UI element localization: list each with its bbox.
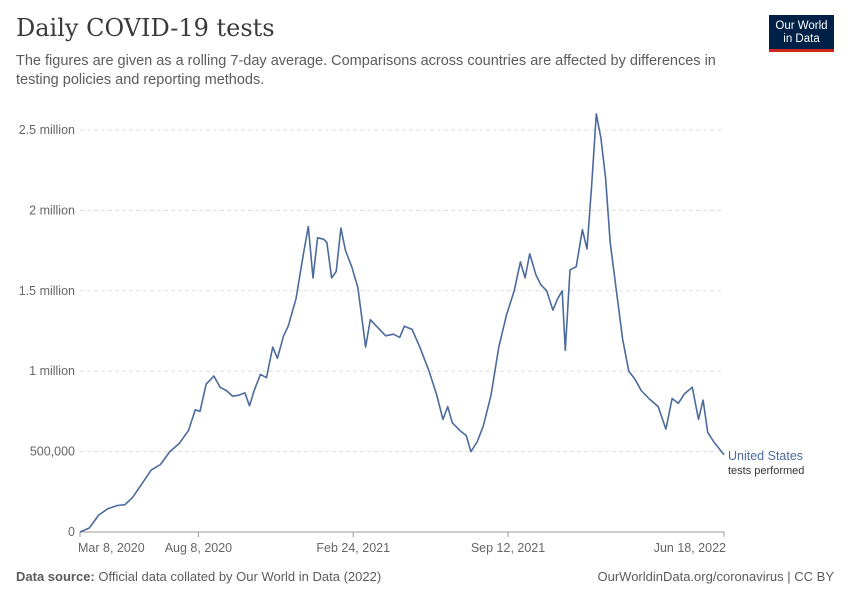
footer-credit-link[interactable]: OurWorldinData.org/coronavirus | CC BY [597,569,834,584]
chart-subtitle: The figures are given as a rolling 7-day… [16,53,716,88]
owid-logo[interactable]: Our World in Data [769,15,834,52]
y-tick-label: 2.5 million [19,123,75,137]
series-layer [79,113,725,533]
y-axis: 0 500,000 1 million 1.5 million 2 million 2.5… [19,123,75,539]
series-line-united-states [79,113,725,533]
data-source-text: Official data collated by Our World in D… [98,569,382,584]
series-label: United States [728,449,803,463]
y-tick-label: 1.5 million [19,284,75,298]
y-tick-label: 1 million [29,364,75,378]
x-axis: Mar 8, 2020 Aug 8, 2020 Feb 24, 2021 Sep 12… [78,531,726,555]
logo-line-1: Our World [775,20,828,32]
x-tick-label: Aug 8, 2020 [165,541,232,555]
series-labels: United States tests performed [728,449,804,477]
y-tick-label: 2 million [29,203,75,217]
x-tick-label: Feb 24, 2021 [316,541,390,555]
y-tick-label: 500,000 [30,445,75,459]
x-tick-label: Mar 8, 2020 [78,541,145,555]
data-source: Data source: Official data collated by O… [16,569,381,584]
chart-title: Daily COVID-19 tests [16,14,275,42]
series-sublabel: tests performed [728,465,804,477]
y-tick-label: 0 [68,525,75,539]
x-tick-label: Sep 12, 2021 [471,541,545,555]
gridlines [80,129,724,453]
x-tick-label: Jun 18, 2022 [654,541,726,555]
data-source-label: Data source: [16,569,95,584]
logo-line-2: in Data [783,33,820,45]
